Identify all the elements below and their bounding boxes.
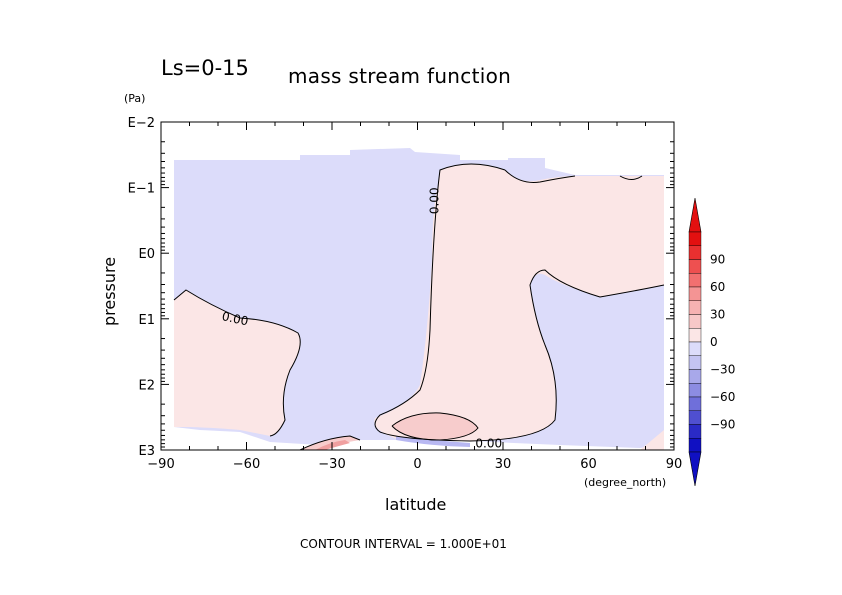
- x-axis-label: latitude: [385, 495, 447, 514]
- colorbar-tick-label: 90: [710, 253, 725, 267]
- y-tick-label: E0: [139, 247, 156, 262]
- x-tick-label: 30: [495, 457, 512, 472]
- region-positive-southern: [174, 290, 301, 436]
- colorbar-bottom-arrow: [688, 451, 702, 487]
- contour-surface: [299, 435, 361, 451]
- region-positive-tropical: [374, 164, 664, 441]
- colorbar-swatch: [688, 314, 702, 329]
- x-tick-label: −30: [318, 457, 345, 472]
- colorbar-swatch: [688, 231, 702, 246]
- colorbar-swatch: [688, 438, 702, 453]
- region-positive-surface: [300, 436, 360, 450]
- y-tick-label: E1: [139, 313, 156, 328]
- colorbar-swatch: [688, 328, 702, 343]
- colorbar-swatch: [688, 369, 702, 384]
- contour-label: 0.00: [221, 309, 250, 328]
- contour-label: 0.00: [428, 187, 442, 214]
- colorbar-swatch: [688, 245, 702, 260]
- colorbar-tick-label: −90: [710, 418, 735, 432]
- colorbar-swatch: [688, 341, 702, 356]
- contour-zero-top-north: [504, 169, 576, 183]
- contour-label-text: 0.00: [428, 187, 442, 214]
- region-positive-core: [392, 412, 478, 440]
- colorbar-tick-label: 60: [710, 280, 725, 294]
- y-tick-label: E−2: [128, 116, 155, 131]
- chart-subtitle: mass stream function: [288, 64, 512, 88]
- colorbar-tick-label: 30: [710, 308, 725, 322]
- colorbar-swatch: [688, 396, 702, 411]
- contour-interval-note: CONTOUR INTERVAL = 1.000E+01: [300, 537, 507, 551]
- y-tick-label: E3: [139, 444, 156, 459]
- x-axis-unit: (degree_north): [584, 476, 667, 489]
- x-tick-label: 0: [413, 457, 421, 472]
- contour-zero-tropical: [374, 163, 665, 442]
- colorbar-swatch: [688, 259, 702, 274]
- y-tick-label: E2: [139, 378, 156, 393]
- x-tick-label: −90: [147, 457, 174, 472]
- colorbar-tick-label: 0: [710, 335, 718, 349]
- x-tick-label: −60: [233, 457, 260, 472]
- colorbar-swatch: [688, 300, 702, 315]
- y-axis-unit: (Pa): [124, 92, 146, 105]
- y-tick-label: E−1: [128, 182, 155, 197]
- contour-label: 0.00: [475, 436, 502, 450]
- contour-zero-southern: [173, 289, 301, 437]
- contour-core: [391, 412, 479, 441]
- colorbar-top-arrow: [688, 197, 702, 233]
- colorbar-swatch: [688, 286, 702, 301]
- colorbar-tick-label: −60: [710, 390, 735, 404]
- contour-label-text: 0.00: [221, 309, 250, 328]
- contour-zero-topright: [619, 175, 643, 180]
- x-tick-label: 60: [580, 457, 597, 472]
- colorbar-swatch: [688, 424, 702, 439]
- colorbar-swatch: [688, 410, 702, 425]
- contour-label-text: 0.00: [475, 436, 502, 450]
- region-positive-north-surface: [640, 430, 664, 450]
- colorbar-swatch: [688, 383, 702, 398]
- x-tick-label: 90: [666, 457, 683, 472]
- colorbar-swatch: [688, 355, 702, 370]
- colorbar-tick-label: −30: [710, 363, 735, 377]
- colorbar-swatch: [688, 273, 702, 288]
- chart-title: Ls=0-15: [161, 56, 249, 80]
